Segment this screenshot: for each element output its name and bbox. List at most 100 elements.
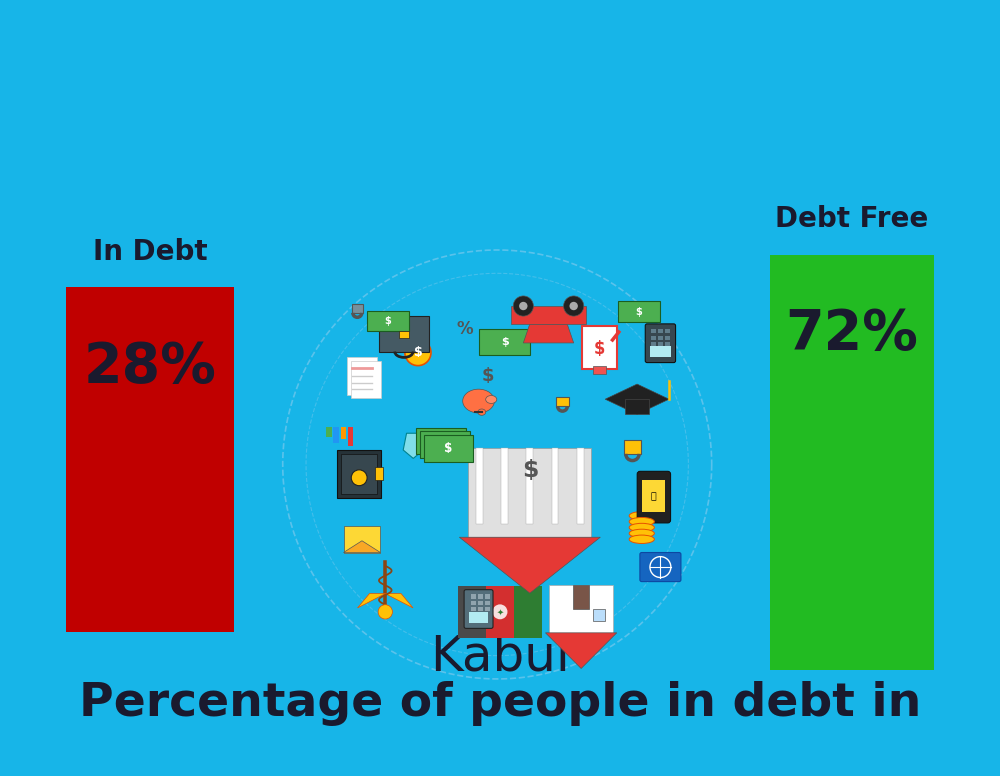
Bar	[468, 448, 591, 537]
Bar	[658, 335, 663, 340]
Text: $: $	[437, 435, 445, 448]
Bar	[526, 448, 533, 524]
Polygon shape	[545, 632, 617, 668]
Circle shape	[351, 469, 367, 486]
Text: $: $	[441, 438, 449, 451]
Bar	[593, 609, 605, 621]
Bar	[650, 346, 671, 356]
Text: ✦: ✦	[496, 608, 504, 616]
Bar	[485, 601, 490, 605]
Ellipse shape	[463, 390, 494, 413]
Bar	[624, 441, 641, 454]
Bar	[552, 448, 558, 524]
Circle shape	[564, 296, 584, 316]
Bar	[379, 317, 429, 352]
Bar	[341, 427, 346, 439]
Bar	[478, 594, 483, 598]
Bar	[577, 448, 584, 524]
FancyBboxPatch shape	[640, 553, 681, 582]
Bar	[665, 335, 670, 340]
Bar	[651, 329, 656, 334]
Text: 28%: 28%	[84, 340, 217, 393]
Text: Debt Free: Debt Free	[775, 205, 929, 234]
Circle shape	[285, 252, 710, 677]
Text: %: %	[456, 320, 473, 338]
Bar	[501, 448, 508, 524]
Polygon shape	[358, 594, 385, 608]
Bar	[348, 427, 353, 446]
Bar	[333, 427, 339, 443]
Bar	[485, 607, 490, 611]
Bar	[476, 448, 483, 524]
Bar	[478, 601, 483, 605]
Text: 🏦: 🏦	[651, 493, 657, 501]
Bar	[665, 342, 670, 346]
Circle shape	[493, 605, 507, 619]
Bar	[651, 342, 656, 346]
Bar	[514, 586, 542, 638]
Bar	[469, 611, 488, 623]
Bar	[375, 467, 383, 480]
Bar	[665, 329, 670, 334]
Text: $: $	[414, 346, 422, 359]
Ellipse shape	[486, 396, 497, 404]
Polygon shape	[344, 541, 380, 553]
Text: $: $	[522, 459, 538, 482]
Bar	[651, 335, 656, 340]
Circle shape	[519, 302, 528, 310]
Bar	[420, 431, 470, 458]
Circle shape	[541, 560, 556, 575]
Polygon shape	[403, 433, 423, 459]
Bar	[573, 585, 589, 609]
Ellipse shape	[629, 523, 654, 532]
Bar	[424, 435, 473, 462]
Circle shape	[569, 302, 578, 310]
Bar	[478, 607, 483, 611]
Ellipse shape	[629, 518, 654, 526]
Bar	[471, 607, 476, 611]
Bar	[367, 310, 409, 331]
Bar	[66, 287, 234, 632]
Text: $: $	[501, 338, 509, 348]
FancyBboxPatch shape	[645, 324, 676, 362]
Polygon shape	[523, 324, 574, 343]
Text: $: $	[444, 442, 452, 455]
Circle shape	[513, 296, 533, 316]
Text: Kabul: Kabul	[430, 632, 570, 681]
Bar	[471, 601, 476, 605]
Polygon shape	[459, 537, 600, 593]
Polygon shape	[385, 594, 413, 608]
Bar	[549, 585, 613, 632]
Bar	[486, 586, 514, 638]
Circle shape	[378, 605, 392, 619]
Bar	[399, 331, 409, 338]
Text: $: $	[594, 341, 605, 359]
Ellipse shape	[629, 535, 654, 543]
Ellipse shape	[629, 529, 654, 538]
Bar	[593, 366, 606, 374]
Bar	[556, 397, 569, 407]
FancyBboxPatch shape	[464, 590, 493, 629]
Ellipse shape	[478, 409, 486, 415]
Bar	[416, 428, 466, 455]
Bar	[351, 361, 381, 398]
Bar	[352, 304, 363, 313]
Bar	[625, 399, 649, 414]
Bar	[458, 586, 486, 638]
Circle shape	[545, 564, 552, 571]
Bar	[770, 255, 934, 670]
Bar	[326, 427, 332, 437]
Bar	[582, 327, 617, 369]
Bar	[347, 357, 377, 394]
Text: Percentage of people in debt in: Percentage of people in debt in	[79, 681, 921, 726]
Bar	[471, 594, 476, 598]
Text: %: %	[562, 473, 585, 493]
Bar	[344, 525, 380, 553]
Bar	[618, 301, 660, 322]
Text: $: $	[384, 316, 391, 326]
Bar	[341, 454, 377, 494]
Bar	[658, 342, 663, 346]
Bar	[511, 306, 586, 324]
Bar	[642, 480, 665, 512]
FancyBboxPatch shape	[637, 471, 671, 523]
